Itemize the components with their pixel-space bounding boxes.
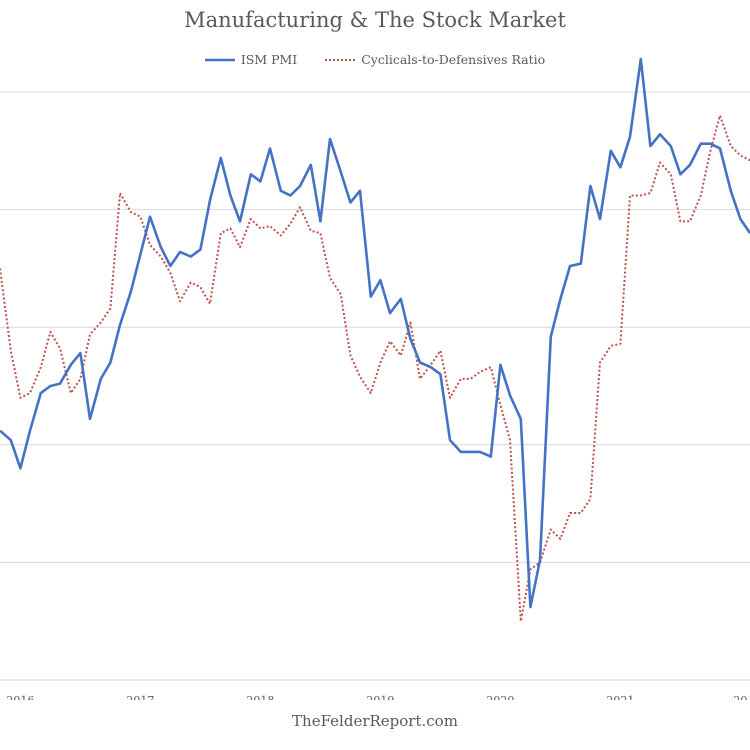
watermark-text: TheFelderReport.com: [292, 712, 458, 730]
legend-entry-ism-pmi: ISM PMI: [204, 52, 298, 67]
legend-swatch-solid: [204, 58, 235, 61]
gridlines: [0, 91, 750, 563]
x-tick-label: 2019: [366, 694, 394, 700]
series-line-ism-pmi: [0, 57, 750, 609]
line-chart: 2016 2017 2018 2019 2020 2021 20: [0, 57, 750, 700]
x-tick-label: 2016: [6, 694, 34, 700]
legend-entry-cyclicals: Cyclicals-to-Defensives Ratio: [325, 52, 545, 67]
legend-swatch-dotted: [325, 58, 356, 61]
x-tick-label: 2018: [246, 694, 274, 700]
x-tick-label: 20: [733, 694, 747, 700]
series-layer: [0, 57, 750, 623]
chart-title: Manufacturing & The Stock Market: [184, 8, 566, 32]
x-tick-label: 2021: [606, 694, 634, 700]
chart-legend: ISM PMI Cyclicals-to-Defensives Ratio: [0, 52, 750, 67]
legend-label-ism-pmi: ISM PMI: [240, 52, 298, 67]
x-tick-label: 2017: [126, 694, 154, 700]
legend-label-cyclicals: Cyclicals-to-Defensives Ratio: [361, 52, 546, 67]
series-line-cyclicals-to-defensives: [0, 114, 750, 623]
x-axis-ticks: 2016 2017 2018 2019 2020 2021 20: [6, 694, 747, 700]
x-tick-label: 2020: [486, 694, 514, 700]
